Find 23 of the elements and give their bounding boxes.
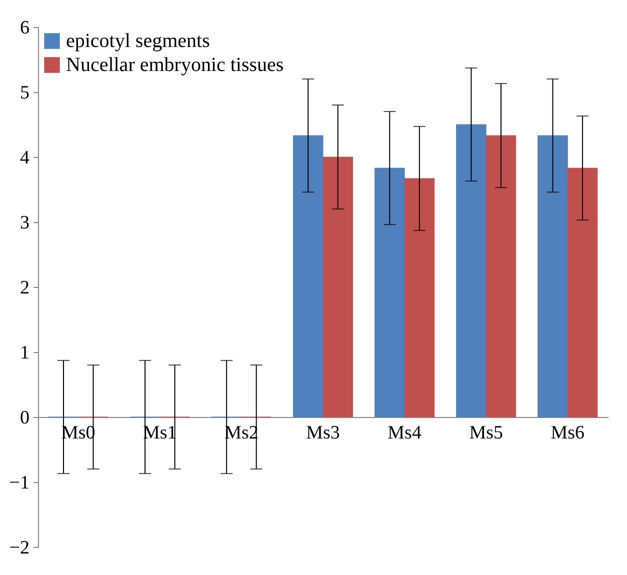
x-tick-label: Ms3: [306, 422, 340, 444]
bar: [456, 124, 486, 418]
y-tick-label: 0: [20, 408, 30, 428]
legend-label: epicotyl segments: [66, 30, 210, 52]
y-tick-label: 5: [20, 82, 30, 104]
y-tick-label: 2: [20, 278, 30, 298]
y-tick-label: −2: [9, 538, 30, 558]
bar: [486, 135, 516, 418]
y-tick-label: −1: [9, 472, 30, 494]
bar: [374, 168, 405, 418]
y-tick-label: 6: [20, 18, 30, 38]
y-tick-label: 1: [20, 342, 30, 364]
x-tick-label: Ms5: [469, 422, 503, 444]
bar: [292, 135, 324, 418]
y-tick-label: 4: [20, 148, 30, 168]
bar: [404, 178, 435, 418]
x-tick-label: Ms6: [550, 422, 585, 444]
bar: [322, 156, 354, 418]
x-tick-label: Ms4: [388, 422, 422, 444]
y-tick-label: 3: [20, 212, 30, 234]
bar: [538, 135, 568, 418]
legend-label: Nucellar embryonic tissues: [66, 54, 284, 76]
bar: [567, 168, 598, 418]
